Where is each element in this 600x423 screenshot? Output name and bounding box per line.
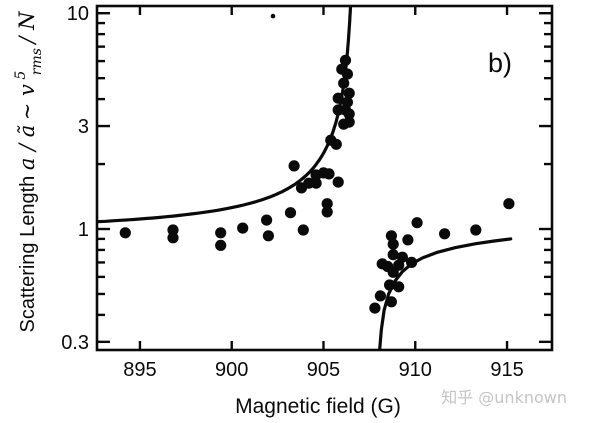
- y-title-suffix: / N: [15, 11, 39, 46]
- stray-dot: [270, 13, 276, 19]
- data-point: [332, 92, 344, 104]
- panel-label: b): [488, 48, 512, 78]
- data-point: [385, 230, 397, 242]
- x-tick-label: 895: [123, 359, 156, 381]
- data-point: [330, 138, 342, 150]
- y-title-tilde: ~: [15, 96, 39, 120]
- x-tick-label: 900: [215, 359, 248, 381]
- y-tick-label: 10: [67, 3, 89, 25]
- data-point: [439, 228, 451, 240]
- data-point: [339, 54, 352, 66]
- data-point: [167, 224, 179, 236]
- data-point: [384, 279, 396, 291]
- y-title-ratio: a / ã: [15, 125, 39, 170]
- data-point: [470, 224, 482, 236]
- data-point: [215, 227, 227, 239]
- data-point: [343, 108, 355, 120]
- y-title-sup: 5: [13, 71, 29, 80]
- x-tick-label: 905: [307, 359, 340, 381]
- data-point: [332, 176, 344, 188]
- data-point: [288, 160, 300, 172]
- data-point: [261, 214, 273, 226]
- data-point: [374, 290, 386, 302]
- data-point: [310, 177, 322, 189]
- y-tick-label: 0.3: [61, 332, 89, 354]
- x-axis-title: Magnetic field (G): [235, 395, 401, 418]
- axis-ticks: [97, 6, 552, 350]
- data-point: [411, 217, 423, 229]
- data-point: [338, 77, 350, 89]
- data-point: [321, 198, 333, 210]
- y-axis-title: Scattering Length a / ã ~ v 5 rms / N: [12, 11, 45, 333]
- data-point: [343, 87, 355, 99]
- y-tick-label: 1: [78, 219, 89, 241]
- data-point: [297, 224, 309, 236]
- data-point: [402, 234, 414, 246]
- data-point: [237, 222, 249, 234]
- data-points: [119, 13, 515, 314]
- data-point: [323, 168, 335, 180]
- y-title-sub: rms: [29, 48, 45, 75]
- data-point: [385, 296, 397, 308]
- data-point: [262, 230, 274, 242]
- data-point: [393, 281, 405, 293]
- y-title-prefix: Scattering Length: [17, 170, 39, 332]
- data-point: [341, 68, 353, 80]
- data-point: [387, 238, 399, 250]
- data-point: [387, 266, 399, 278]
- data-point: [119, 227, 131, 239]
- data-point: [387, 249, 399, 261]
- watermark-text: 知乎 @unknown: [441, 388, 567, 407]
- x-tick-label: 910: [399, 359, 432, 381]
- x-tick-label: 915: [490, 359, 523, 381]
- data-point: [321, 206, 333, 218]
- left-branch-curve: [97, 6, 353, 224]
- y-tick-label: 3: [78, 116, 89, 138]
- data-point: [369, 302, 381, 314]
- fit-curves: [97, 6, 513, 350]
- axis-tick-labels: 895 900 905 910 915 10 3 1 0.3: [61, 3, 524, 381]
- data-point: [215, 239, 227, 251]
- data-point: [406, 256, 418, 268]
- data-point: [338, 118, 350, 130]
- data-point: [167, 232, 179, 244]
- data-point: [284, 207, 297, 219]
- y-title-vsym: v: [15, 84, 39, 96]
- data-point: [503, 198, 515, 210]
